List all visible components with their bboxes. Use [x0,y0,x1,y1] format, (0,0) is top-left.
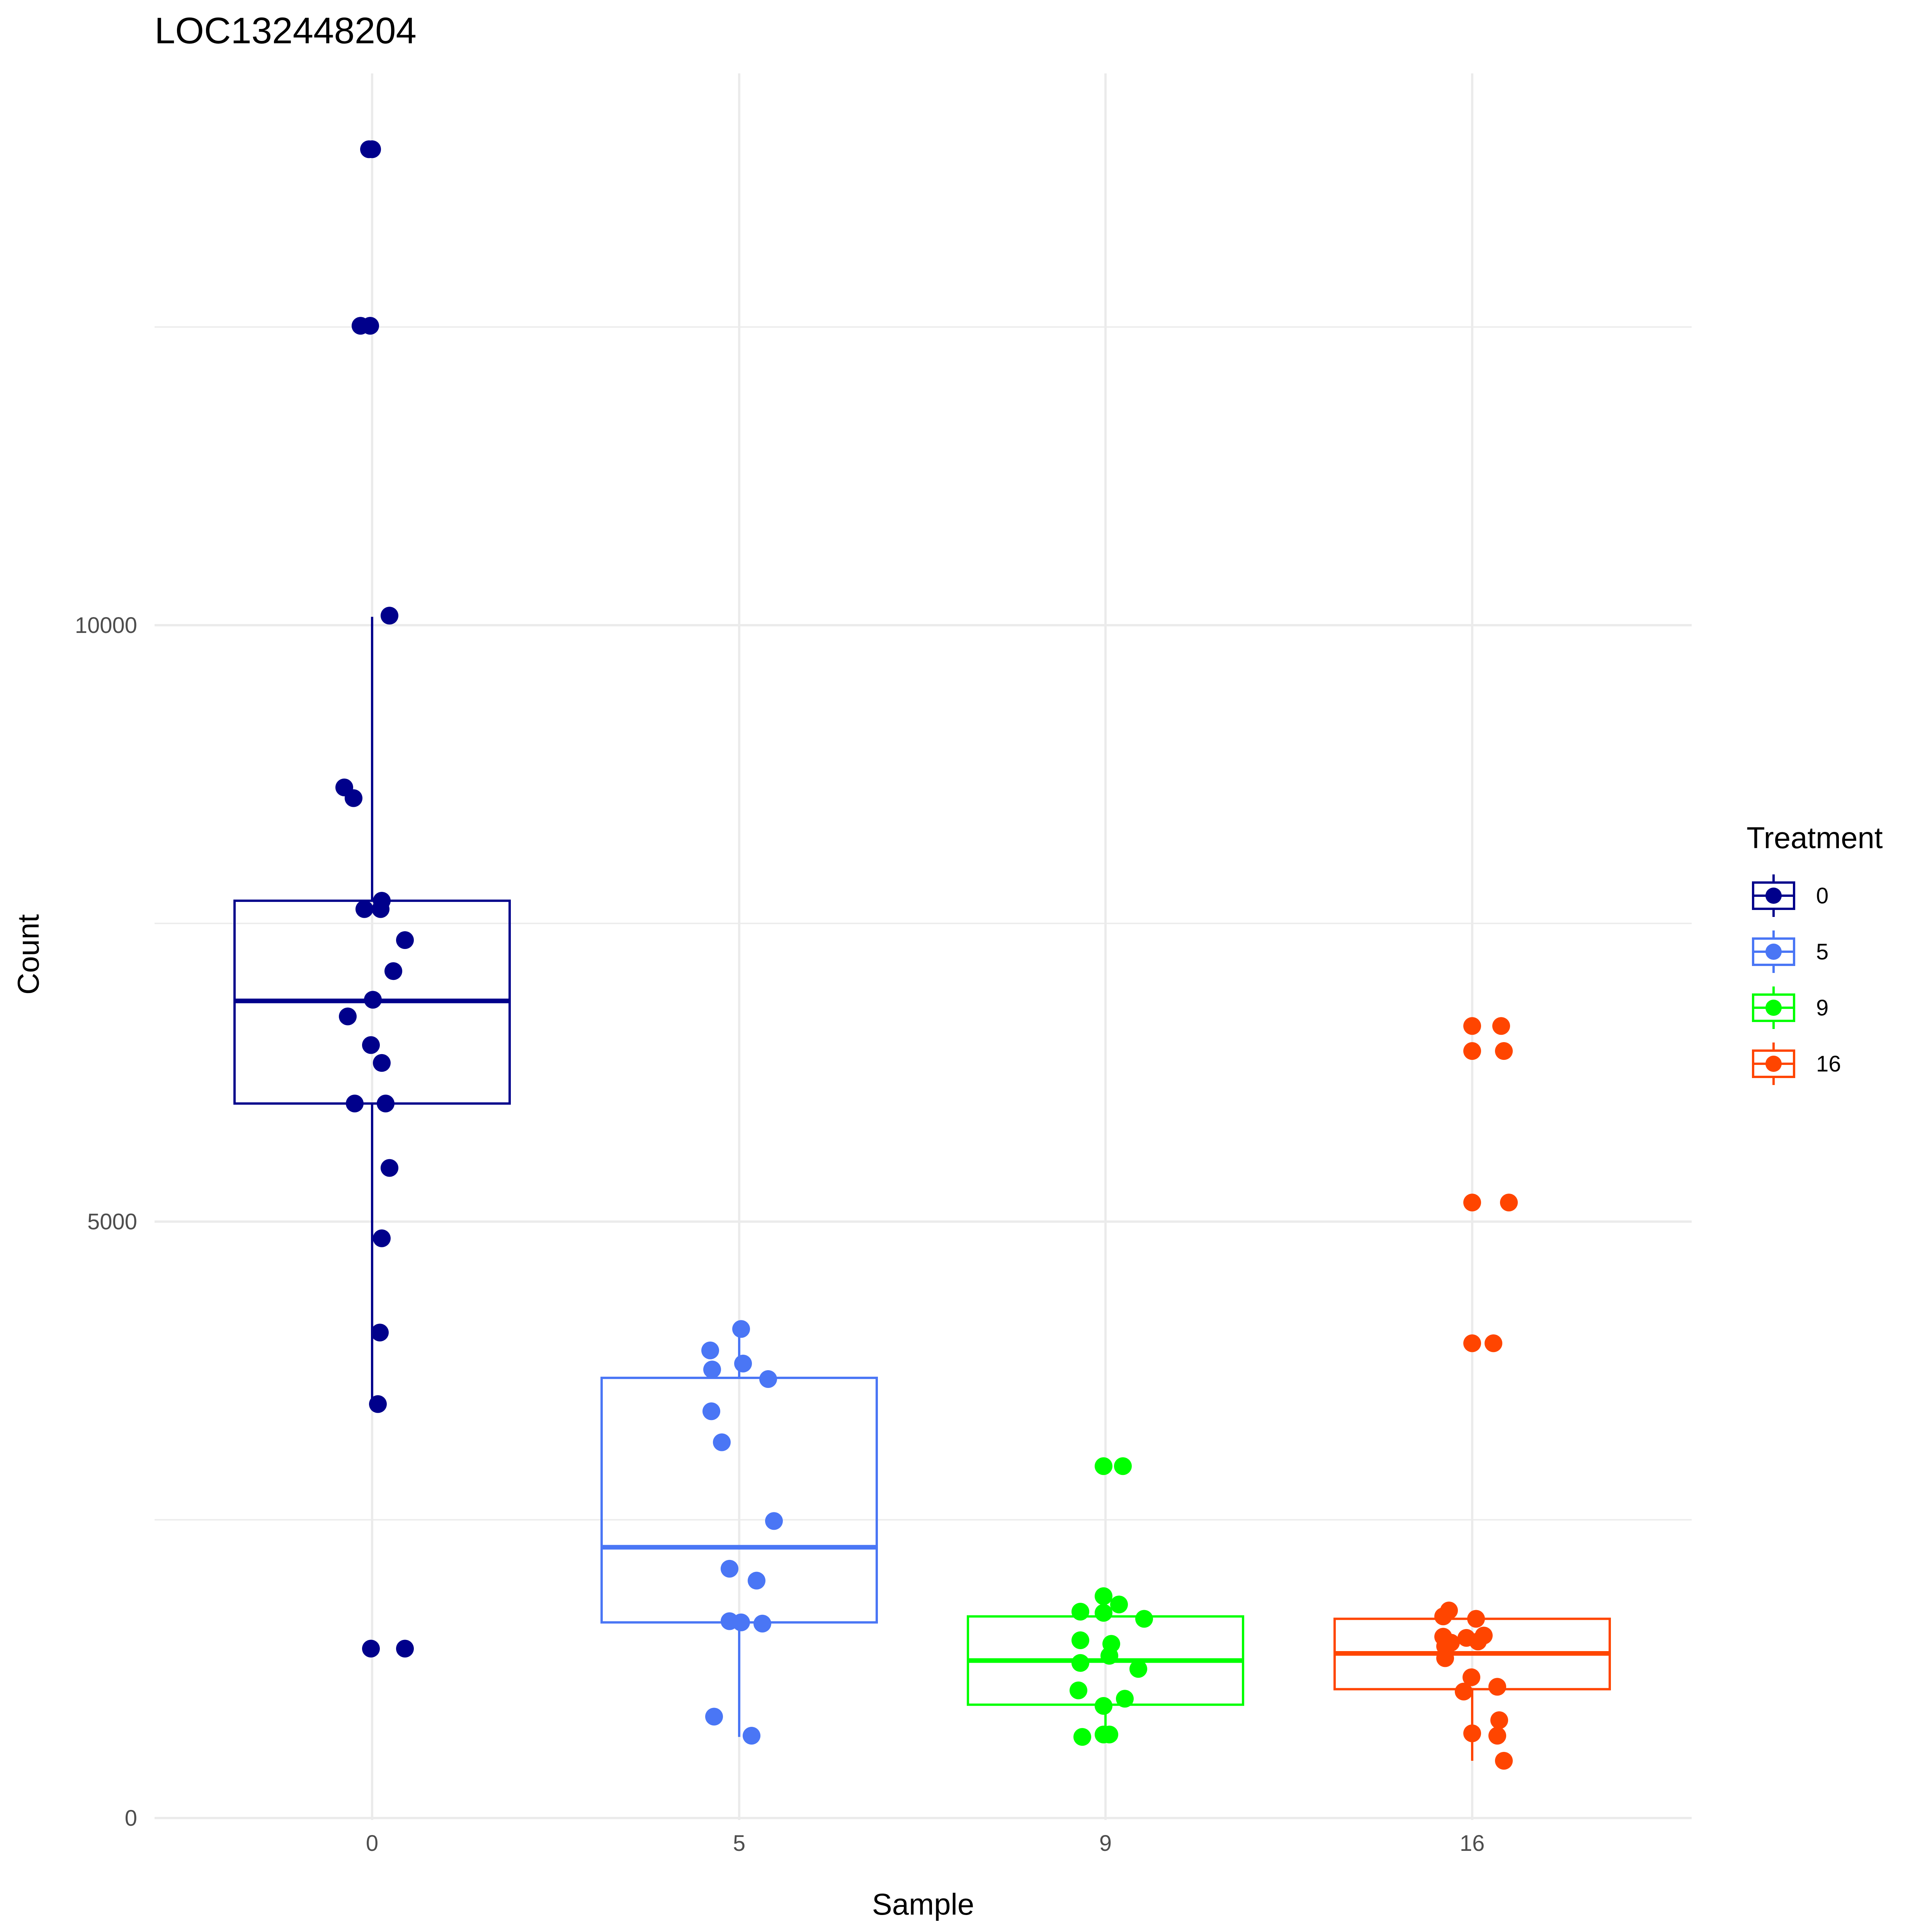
data-point [1463,1668,1480,1686]
data-point [362,1639,380,1658]
data-point [346,1094,364,1112]
data-point [721,1560,738,1578]
data-point [1490,1711,1508,1729]
legend-label: 5 [1816,939,1828,964]
data-point [1495,1042,1513,1060]
data-point [705,1708,723,1726]
data-point [713,1433,731,1451]
y-tick-label: 10000 [75,613,137,638]
legend-key-9 [1752,986,1795,1029]
legend-key-point [1765,1000,1782,1016]
data-point [345,789,362,807]
data-point [1434,1607,1452,1626]
data-point [1095,1457,1112,1475]
data-point [361,317,379,335]
data-point [396,1639,414,1658]
legend-key-0 [1752,874,1795,917]
data-point [753,1614,771,1633]
data-point [1463,1724,1481,1742]
data-point [1463,1042,1481,1060]
data-point [1073,1728,1091,1746]
data-point [1495,1752,1513,1770]
data-point [734,1354,752,1372]
data-point [1116,1690,1134,1708]
data-point [732,1320,750,1338]
legend: Treatment 0 5 9 16 [1747,821,1883,1085]
data-point [372,900,389,918]
data-point [381,607,398,625]
data-point [373,1229,391,1247]
data-point [1455,1682,1473,1701]
data-point [1467,1610,1485,1628]
y-axis-title: Count [11,914,45,995]
data-point [339,1007,357,1026]
y-tick-label: 5000 [87,1209,137,1235]
legend-key-16 [1752,1043,1795,1085]
data-point [703,1361,721,1379]
data-point [1070,1681,1087,1699]
data-point [362,1036,380,1054]
point-layer [335,140,1518,1770]
data-point [1135,1610,1153,1628]
data-point [1071,1602,1089,1621]
data-point [364,991,382,1009]
data-point [371,1323,389,1342]
data-point [363,140,381,158]
data-point [384,962,402,980]
data-point [743,1726,760,1745]
grid-lines [155,73,1692,1820]
x-tick-label: 5 [733,1831,745,1856]
data-point [1463,1194,1481,1212]
data-point [1100,1725,1118,1743]
data-point [732,1613,750,1631]
legend-label: 9 [1816,995,1828,1020]
data-point [381,1159,398,1177]
data-point [701,1341,719,1359]
data-point [765,1512,783,1530]
data-point [1485,1334,1502,1352]
legend-title: Treatment [1747,821,1883,855]
data-point [1463,1334,1481,1352]
data-point [1488,1726,1506,1745]
data-point [1463,1017,1481,1035]
legend-key-point [1765,1056,1782,1072]
data-point [1095,1587,1112,1605]
legend-label: 16 [1816,1051,1841,1077]
data-point [1110,1595,1128,1614]
data-point [1492,1017,1510,1035]
data-point [1071,1654,1089,1672]
data-point [1129,1660,1147,1678]
data-point [1488,1678,1506,1696]
data-point [1095,1604,1112,1622]
y-tick-label: 0 [125,1806,137,1831]
legend-key-point [1765,888,1782,904]
legend-label: 0 [1816,883,1828,908]
data-point [1114,1457,1132,1475]
data-point [1100,1647,1118,1665]
data-point [1500,1194,1518,1212]
data-point [748,1571,765,1590]
data-point [373,1054,391,1072]
legend-key-5 [1752,930,1795,973]
data-point [355,900,373,918]
x-tick-label: 9 [1099,1831,1112,1856]
data-point [1095,1697,1112,1715]
x-axis-ticks: 0 5 9 16 [366,1831,1485,1856]
data-point [1436,1649,1454,1667]
x-axis-title: Sample [872,1887,974,1921]
data-point [396,931,414,949]
data-point [369,1395,387,1413]
x-tick-label: 0 [366,1831,378,1856]
chart-title: LOC132448204 [155,10,417,51]
data-point [1469,1633,1487,1651]
data-point [702,1402,720,1420]
legend-key-point [1765,944,1782,960]
data-point [377,1094,395,1112]
x-tick-label: 16 [1460,1831,1485,1856]
y-axis-ticks: 0 5000 10000 [75,613,137,1831]
data-point [759,1370,777,1388]
data-point [1071,1631,1089,1650]
